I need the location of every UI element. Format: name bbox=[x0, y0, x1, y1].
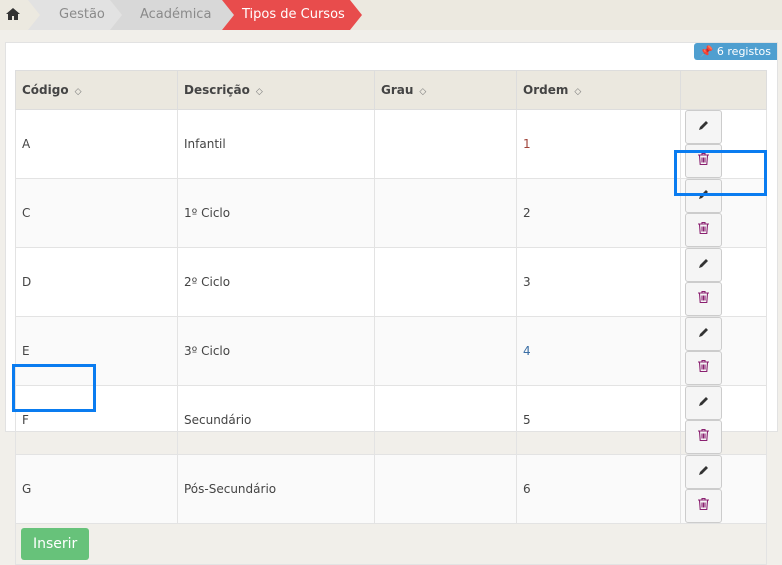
cell-grau bbox=[374, 385, 517, 455]
cell-descricao: Infantil bbox=[177, 109, 375, 179]
cell-ordem: 6 bbox=[516, 454, 681, 524]
header-descricao[interactable]: Descrição ◇ bbox=[177, 70, 375, 110]
pencil-icon bbox=[698, 259, 708, 268]
home-icon[interactable] bbox=[6, 8, 20, 20]
trash-icon bbox=[698, 221, 709, 235]
table-row: A Infantil 1 bbox=[15, 109, 767, 179]
header-actions bbox=[680, 70, 767, 110]
cell-descricao: Pós-Secundário bbox=[177, 454, 375, 524]
edit-button[interactable] bbox=[685, 179, 722, 213]
cell-grau bbox=[374, 247, 517, 317]
cell-ordem: 2 bbox=[516, 178, 681, 248]
trash-icon bbox=[698, 290, 709, 304]
cell-codigo: A bbox=[15, 109, 178, 179]
courses-table: Código ◇ Descrição ◇ Grau ◇ Ordem ◇ A Infant… bbox=[15, 70, 767, 565]
cell-actions bbox=[680, 178, 767, 248]
delete-button[interactable] bbox=[685, 489, 722, 523]
edit-button[interactable] bbox=[685, 386, 722, 420]
sort-icon[interactable]: ◇ bbox=[419, 87, 427, 97]
breadcrumb-shapes bbox=[28, 0, 362, 30]
cell-codigo: G bbox=[15, 454, 178, 524]
trash-icon bbox=[698, 428, 709, 442]
header-ordem[interactable]: Ordem ◇ bbox=[516, 70, 681, 110]
cell-descricao: Secundário bbox=[177, 385, 375, 455]
cell-grau bbox=[374, 454, 517, 524]
sort-icon[interactable]: ◇ bbox=[74, 87, 82, 97]
trash-icon bbox=[698, 359, 709, 373]
cell-descricao: 3º Ciclo bbox=[177, 316, 375, 386]
edit-button[interactable] bbox=[685, 110, 722, 144]
cell-ordem: 4 bbox=[516, 316, 681, 386]
trash-icon bbox=[698, 497, 709, 511]
highlight-box bbox=[674, 150, 767, 196]
cell-codigo: C bbox=[15, 178, 178, 248]
pencil-icon bbox=[698, 397, 708, 406]
delete-button[interactable] bbox=[685, 282, 722, 316]
pencil-icon bbox=[698, 328, 708, 337]
cell-grau bbox=[374, 316, 517, 386]
breadcrumb: Gestão Académica Tipos de Cursos bbox=[0, 0, 782, 30]
badge-label: 6 registos bbox=[716, 45, 771, 58]
breadcrumb-academica[interactable]: Académica bbox=[140, 7, 212, 22]
cell-actions bbox=[680, 247, 767, 317]
cell-actions bbox=[680, 454, 767, 524]
records-badge: 📌 6 registos bbox=[693, 43, 777, 60]
table-row: D 2º Ciclo 3 bbox=[15, 247, 767, 317]
pencil-icon bbox=[698, 121, 708, 130]
cell-ordem: 1 bbox=[516, 109, 681, 179]
panel: 📌 6 registos Código ◇ Descrição ◇ Grau ◇ Or… bbox=[5, 42, 778, 565]
cell-codigo: D bbox=[15, 247, 178, 317]
cell-descricao: 1º Ciclo bbox=[177, 178, 375, 248]
pencil-icon bbox=[698, 466, 708, 475]
edit-button[interactable] bbox=[685, 455, 722, 489]
table-row: G Pós-Secundário 6 bbox=[15, 454, 767, 524]
sort-icon[interactable]: ◇ bbox=[574, 87, 582, 97]
delete-button[interactable] bbox=[685, 213, 722, 247]
delete-button[interactable] bbox=[685, 351, 722, 385]
cell-actions bbox=[680, 316, 767, 386]
edit-button[interactable] bbox=[685, 248, 722, 282]
edit-button[interactable] bbox=[685, 317, 722, 351]
trash-icon bbox=[698, 152, 709, 166]
table-row: E 3º Ciclo 4 bbox=[15, 316, 767, 386]
delete-button[interactable] bbox=[685, 420, 722, 454]
pin-icon: 📌 bbox=[699, 45, 714, 58]
cell-ordem: 5 bbox=[516, 385, 681, 455]
table-row: C 1º Ciclo 2 bbox=[15, 178, 767, 248]
highlight-box bbox=[12, 364, 96, 412]
sort-icon[interactable]: ◇ bbox=[255, 87, 263, 97]
cell-actions bbox=[680, 109, 767, 179]
cell-grau bbox=[374, 178, 517, 248]
cell-grau bbox=[374, 109, 517, 179]
table-row: F Secundário 5 bbox=[15, 385, 767, 455]
header-grau[interactable]: Grau ◇ bbox=[374, 70, 517, 110]
cell-codigo: E bbox=[15, 316, 178, 386]
header-codigo[interactable]: Código ◇ bbox=[15, 70, 178, 110]
insert-button[interactable]: Inserir bbox=[21, 528, 90, 560]
cell-ordem: 3 bbox=[516, 247, 681, 317]
cell-descricao: 2º Ciclo bbox=[177, 247, 375, 317]
breadcrumb-tipos-de-cursos: Tipos de Cursos bbox=[242, 7, 345, 22]
breadcrumb-gestao[interactable]: Gestão bbox=[59, 7, 105, 22]
delete-button[interactable] bbox=[685, 144, 722, 178]
cell-actions bbox=[680, 385, 767, 455]
